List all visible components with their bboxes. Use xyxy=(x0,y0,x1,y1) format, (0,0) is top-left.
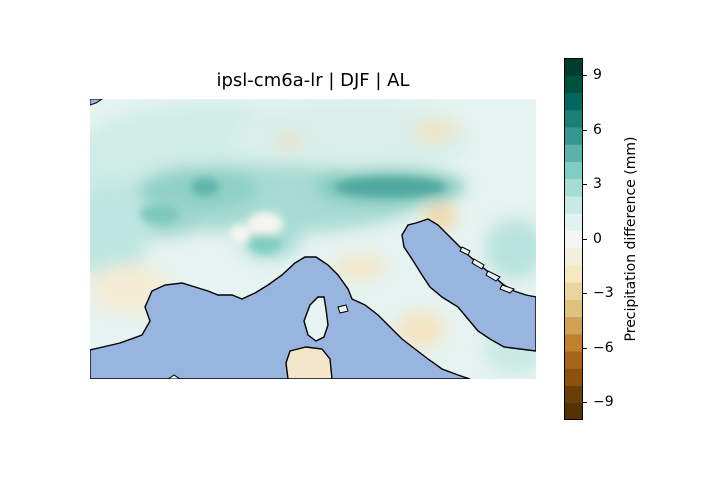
colorbar-segment xyxy=(564,178,583,197)
colorbar-tick-label: 3 xyxy=(593,176,602,192)
sicily-edge xyxy=(167,374,181,379)
colorbar-segment xyxy=(564,75,583,93)
colorbar-segment xyxy=(564,213,583,231)
colorbar-tick-mark xyxy=(583,184,587,185)
colorbar-segment xyxy=(564,402,583,420)
sea-west xyxy=(90,256,471,379)
colorbar-segment xyxy=(564,299,583,318)
colorbar-tick-label: 6 xyxy=(593,122,602,138)
sardinia xyxy=(285,346,333,379)
colorbar-tick-label: 0 xyxy=(593,231,602,247)
sea-adriatic xyxy=(401,218,536,352)
colorbar-tick-label: 9 xyxy=(593,67,602,83)
colorbar-segment xyxy=(564,264,583,283)
precipitation-map xyxy=(90,99,536,379)
sea-areas xyxy=(90,99,536,379)
colorbar-tick-mark xyxy=(583,75,587,76)
colorbar-label: Precipitation difference (mm) xyxy=(623,136,639,342)
corsica xyxy=(303,296,329,342)
colorbar-segment xyxy=(564,247,583,266)
colorbar-segment xyxy=(564,126,583,145)
colorbar-tick-label: −3 xyxy=(593,285,614,301)
colorbar-tick-mark xyxy=(583,293,587,294)
colorbar-segment xyxy=(564,351,583,369)
colorbar-segment xyxy=(564,316,583,335)
colorbar-segment xyxy=(564,161,583,180)
colorbar-tick-label: −9 xyxy=(593,394,614,410)
colorbar-segment xyxy=(564,368,583,387)
precip-anomaly-field xyxy=(90,99,536,379)
colorbar-frame xyxy=(564,58,583,420)
colorbar-segment xyxy=(564,144,583,162)
colorbar-segment xyxy=(564,333,583,352)
colorbar-segment xyxy=(564,385,583,404)
colorbar-segment xyxy=(564,109,583,128)
colorbar-tick-mark xyxy=(583,239,587,240)
colorbar-segment xyxy=(564,195,583,214)
colorbar-tick-mark xyxy=(583,348,587,349)
colorbar-segment xyxy=(564,58,583,76)
colorbar-segment xyxy=(564,230,583,249)
map-title: ipsl-cm6a-lr | DJF | AL xyxy=(216,70,410,91)
colorbar-segment xyxy=(564,92,583,111)
colorbar-tick-mark xyxy=(583,402,587,403)
colorbar-tick-label: −6 xyxy=(593,340,614,356)
elba xyxy=(337,304,349,314)
colorbar-segment xyxy=(564,282,583,300)
colorbar-tick-mark xyxy=(583,130,587,131)
colorbar xyxy=(564,58,583,420)
